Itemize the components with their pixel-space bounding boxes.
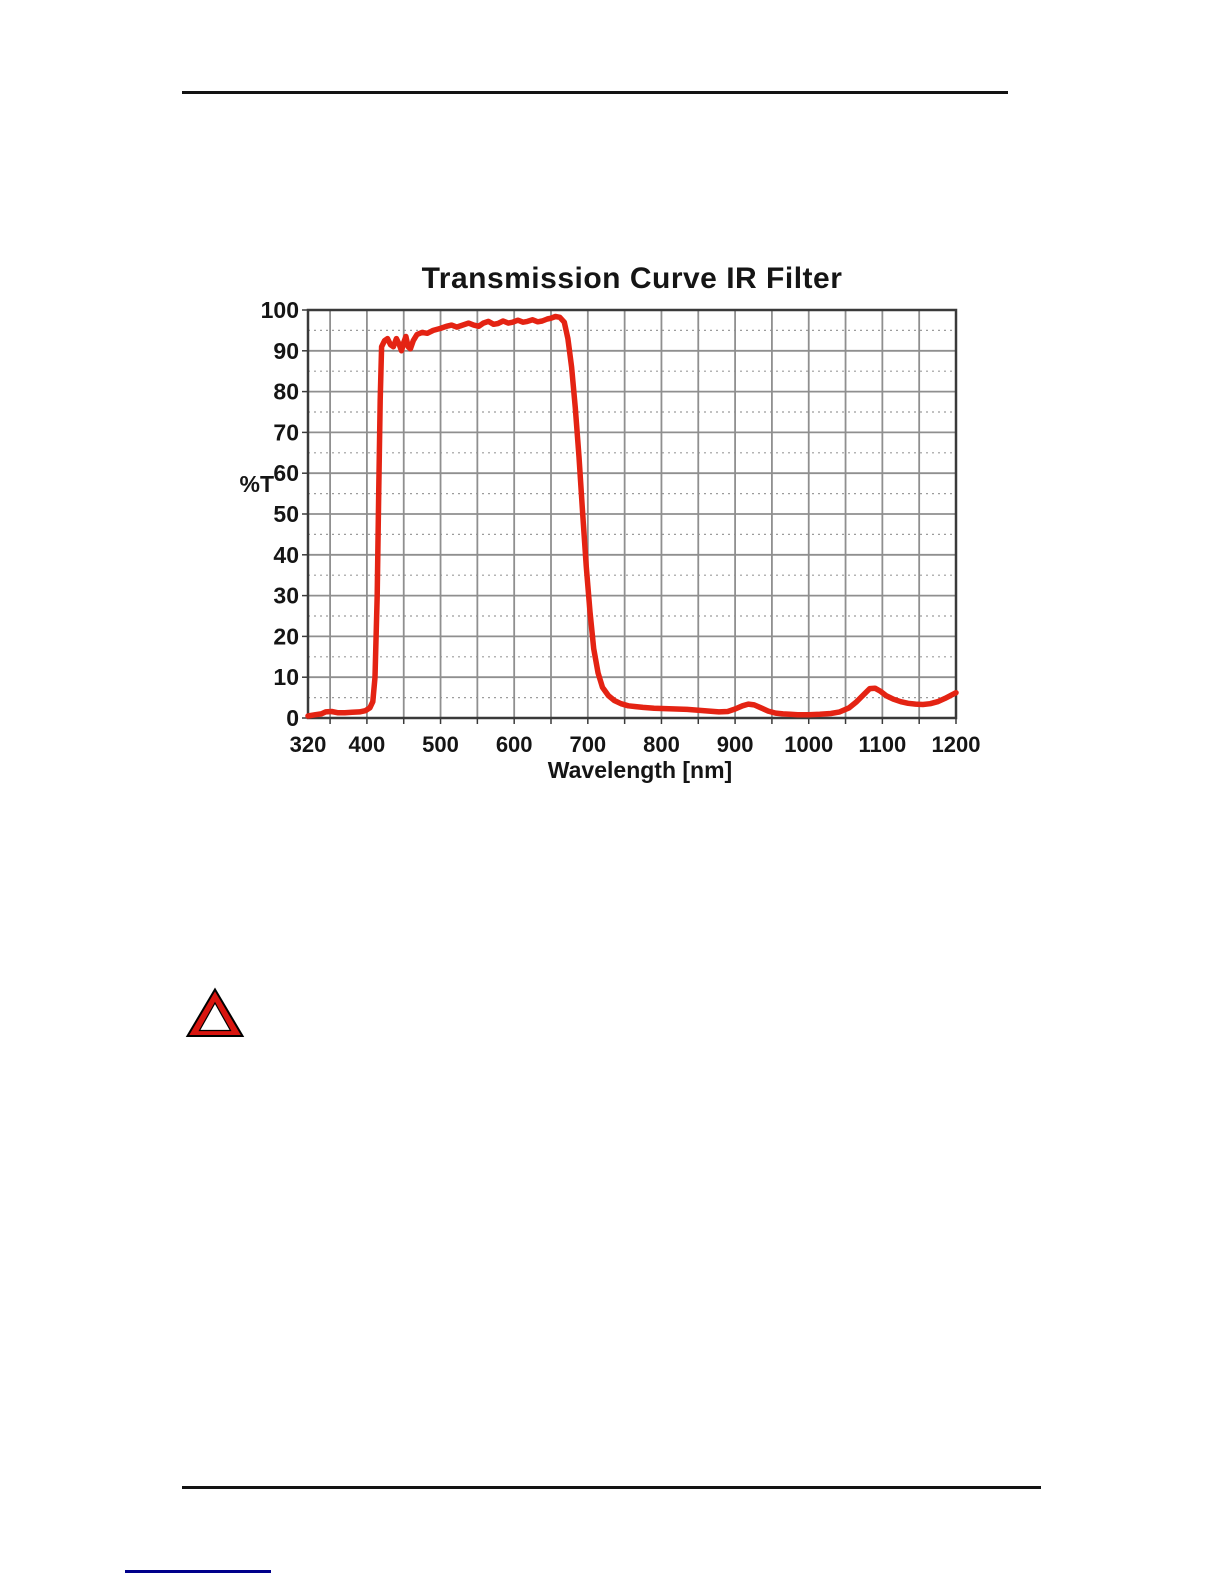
y-tick-label: 20 xyxy=(273,623,299,649)
x-tick-label: 900 xyxy=(717,732,754,757)
y-tick-label: 80 xyxy=(273,379,299,405)
x-tick-labels: 320 400 500 600 700 800 900 1000 1100 1200 xyxy=(290,732,980,757)
x-tick-label: 600 xyxy=(496,732,533,757)
warning-triangle-inner xyxy=(198,1001,232,1032)
footer-link[interactable] xyxy=(125,1570,271,1573)
y-tick-label: 70 xyxy=(273,419,299,445)
warning-triangle-icon xyxy=(185,987,245,1037)
x-tick-label: 500 xyxy=(422,732,459,757)
header-rule xyxy=(182,91,1008,94)
y-tick-label: 100 xyxy=(261,297,299,323)
y-tick-label: 60 xyxy=(273,460,299,486)
warning-indicator xyxy=(185,987,245,1039)
grid-major xyxy=(308,310,956,718)
x-tick-label: 1200 xyxy=(932,732,980,757)
x-tick-label: 1000 xyxy=(784,732,833,757)
y-tick-label: 50 xyxy=(273,501,299,527)
y-tick-labels: 0 10 20 30 40 50 60 70 80 90 100 xyxy=(261,297,299,731)
y-tick-label: 10 xyxy=(273,664,299,690)
y-tick-label: 90 xyxy=(273,338,299,364)
x-tick-label: 1100 xyxy=(858,732,906,757)
transmission-chart-svg: Transmission Curve IR Filter 0 10 20 30 40 50… xyxy=(240,262,980,783)
series-line xyxy=(305,313,959,719)
axis-ticks xyxy=(302,309,957,724)
footer-rule xyxy=(182,1486,1041,1489)
transmission-chart: Transmission Curve IR Filter 0 10 20 30 40 50… xyxy=(240,246,980,802)
y-axis-label: %T xyxy=(240,471,274,497)
x-axis-label: Wavelength [nm] xyxy=(548,757,732,783)
x-tick-label: 700 xyxy=(569,732,606,757)
y-tick-label: 40 xyxy=(273,542,299,568)
y-tick-label: 0 xyxy=(286,705,299,731)
x-tick-label: 800 xyxy=(643,732,680,757)
transmission-curve xyxy=(305,313,959,719)
chart-title: Transmission Curve IR Filter xyxy=(422,262,843,295)
grid-minor xyxy=(308,329,956,699)
x-tick-label: 320 xyxy=(290,732,327,757)
y-tick-label: 30 xyxy=(273,583,299,609)
x-tick-label: 400 xyxy=(349,732,386,757)
